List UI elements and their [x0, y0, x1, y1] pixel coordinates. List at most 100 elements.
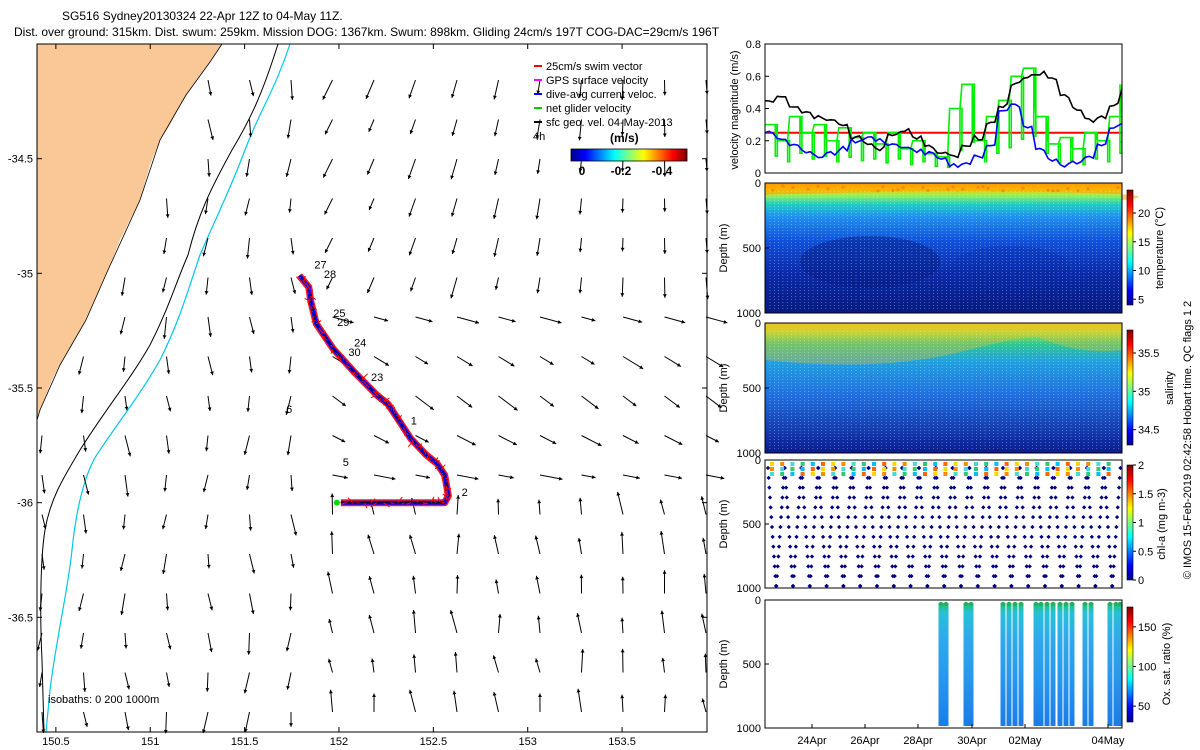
chla-sample [767, 495, 773, 500]
chla-sample [804, 534, 809, 539]
chla-sample [879, 524, 884, 530]
chla-sample [809, 554, 815, 559]
velocity-arrow [535, 198, 541, 220]
velocity-arrow [202, 474, 209, 493]
chla-sample [858, 574, 864, 579]
swim-vector [382, 399, 386, 402]
chla-surface-sample [872, 472, 876, 476]
oxygen-cast [1033, 603, 1039, 726]
chla-sample [981, 495, 987, 500]
velocity-arrow [41, 474, 46, 494]
chla-surface-sample [1014, 467, 1019, 471]
chla-sample [884, 475, 889, 480]
surface-sample [926, 188, 930, 193]
chla-sample [1099, 495, 1104, 500]
chla-sample [797, 495, 802, 500]
velocity-arrow [662, 570, 667, 594]
chla-sample [1085, 475, 1090, 480]
chla-surface-sample [943, 462, 948, 466]
chla-surface-sample [851, 467, 856, 471]
velocity-arrow [700, 613, 707, 634]
oxygen-cast [1113, 603, 1119, 726]
swim-vector [351, 372, 359, 377]
chla-sample [1072, 534, 1078, 539]
oxygen-cast [1082, 603, 1088, 726]
chla-sample [928, 544, 933, 549]
time-x-tick-label: 04May [1091, 735, 1125, 747]
velocity-arrow [534, 658, 541, 673]
chla-sample [952, 485, 957, 490]
chla-sample [970, 505, 975, 510]
chla-sample [809, 564, 814, 569]
chla-sample [884, 485, 890, 490]
velocity-arrow [207, 632, 213, 653]
chla-sample [1078, 564, 1083, 569]
chla-sample [845, 524, 850, 530]
velocity-arrow [286, 119, 292, 139]
swim-vector [410, 438, 415, 444]
chla-sample [946, 515, 952, 520]
chla-sample [825, 574, 830, 579]
map-y-tick-label: -36 [17, 498, 33, 510]
chla-surface-sample [831, 472, 836, 476]
velocity-arrow [123, 632, 128, 649]
chla-sample [830, 495, 835, 500]
chla-sample [1064, 515, 1069, 520]
chla-surface-sample [953, 467, 958, 471]
chla-sample [893, 554, 899, 559]
chla-sample [859, 564, 864, 569]
chla-sample [917, 465, 922, 471]
surface-sample [871, 189, 875, 193]
velocity-arrow [498, 395, 518, 411]
chla-sample [1116, 485, 1122, 490]
surface-sample [766, 189, 770, 193]
chla-sample [1045, 554, 1050, 559]
velocity-arrow [449, 609, 458, 634]
swim-vector [432, 460, 434, 464]
swim-vector [397, 496, 403, 503]
legend-label: dive-avg current veloc. [546, 89, 657, 101]
chla-sample [921, 524, 926, 530]
surface-sample [861, 185, 865, 189]
chla-sample [805, 554, 810, 559]
chla-sample [919, 505, 924, 510]
chla-sample [937, 524, 943, 530]
velocity-y-ticks: 0 0.2 0.4 0.6 0.8 [746, 39, 769, 180]
chla-sample [873, 564, 878, 569]
chla-sample [784, 495, 789, 500]
chla-surface-sample [790, 472, 795, 476]
map-colorbar-ticks: 0 -0.2 -0.4 [579, 164, 673, 178]
chla-sample [934, 475, 939, 480]
chla-sample [854, 534, 859, 539]
velocity-arrow [285, 632, 292, 652]
swim-vector [340, 502, 347, 505]
chla-sample [1093, 583, 1098, 589]
swim-vector [370, 498, 376, 504]
surface-sample [1086, 187, 1090, 191]
chla-sample [771, 544, 776, 549]
velocity-arrow [332, 474, 348, 480]
chla-surface-sample [861, 462, 866, 466]
velocity-arrow [620, 119, 625, 136]
chla-sample [930, 505, 936, 510]
map-x-tick-label: 153 [519, 736, 537, 748]
velocity-arrow [408, 237, 416, 256]
chla-sample [1069, 485, 1074, 490]
swim-vector [445, 479, 449, 483]
chla-sample [982, 485, 987, 490]
chla-sample [837, 534, 842, 539]
velocity-arrow [324, 237, 333, 254]
map-y-tick-label: -35.5 [8, 383, 33, 395]
chla-surface-sample [994, 472, 999, 476]
chla-sample [804, 544, 810, 549]
chla-sample [985, 485, 990, 490]
chla-surface-sample [984, 467, 989, 471]
chla-sample [1040, 544, 1045, 549]
oxygen-panel: 0 500 1000 Depth (m) 50 100 150 Ox. sat. rat… [718, 595, 1173, 747]
salinity-ylabel: Depth (m) [718, 364, 730, 413]
surface-sample [841, 185, 845, 189]
velocity-arrow [622, 356, 644, 370]
velocity-arrow [498, 474, 514, 480]
chla-sample [1094, 564, 1100, 569]
chla-sample [1036, 485, 1041, 490]
